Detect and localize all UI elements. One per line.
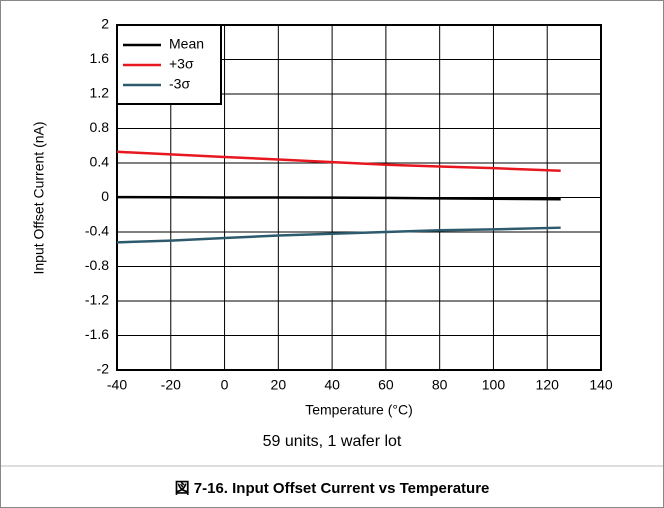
y-tick-label: -2 [97,361,110,377]
subtitle: 59 units, 1 wafer lot [263,433,402,450]
x-tick-label: 120 [536,377,560,393]
x-tick-label: -40 [107,377,127,393]
series-line [116,226,561,244]
y-tick-label: 1.6 [90,50,110,66]
y-tick-label: -1.6 [85,326,109,342]
legend-label: +3σ [169,56,194,72]
y-tick-label: 0.4 [90,154,110,170]
x-tick-label: 0 [221,377,229,393]
y-tick-label: 1.2 [90,85,110,101]
y-tick-label: 0.8 [90,119,110,135]
y-tick-label: 0 [101,188,109,204]
x-tick-label: 60 [378,377,394,393]
caption: 図 7-16. Input Offset Current vs Temperat… [175,480,490,497]
x-tick-label: 100 [482,377,506,393]
x-tick-label: 40 [324,377,340,393]
series-line [116,150,561,173]
y-tick-label: -1.2 [85,292,109,308]
x-tick-label: 20 [271,377,287,393]
y-tick-label: -0.4 [85,223,109,239]
x-tick-label: 140 [589,377,613,393]
x-tick-label: -20 [161,377,181,393]
legend: Mean +3σ -3σ [116,24,222,105]
x-axis-label: Temperature (°C) [305,402,413,418]
legend-label: Mean [169,36,204,52]
y-tick-label: 2 [101,16,109,32]
series-line [116,195,561,201]
y-axis-label: Input Offset Current (nA) [31,121,47,274]
legend-label: -3σ [169,76,190,92]
y-tick-label: -0.8 [85,257,109,273]
x-tick-label: 80 [432,377,448,393]
